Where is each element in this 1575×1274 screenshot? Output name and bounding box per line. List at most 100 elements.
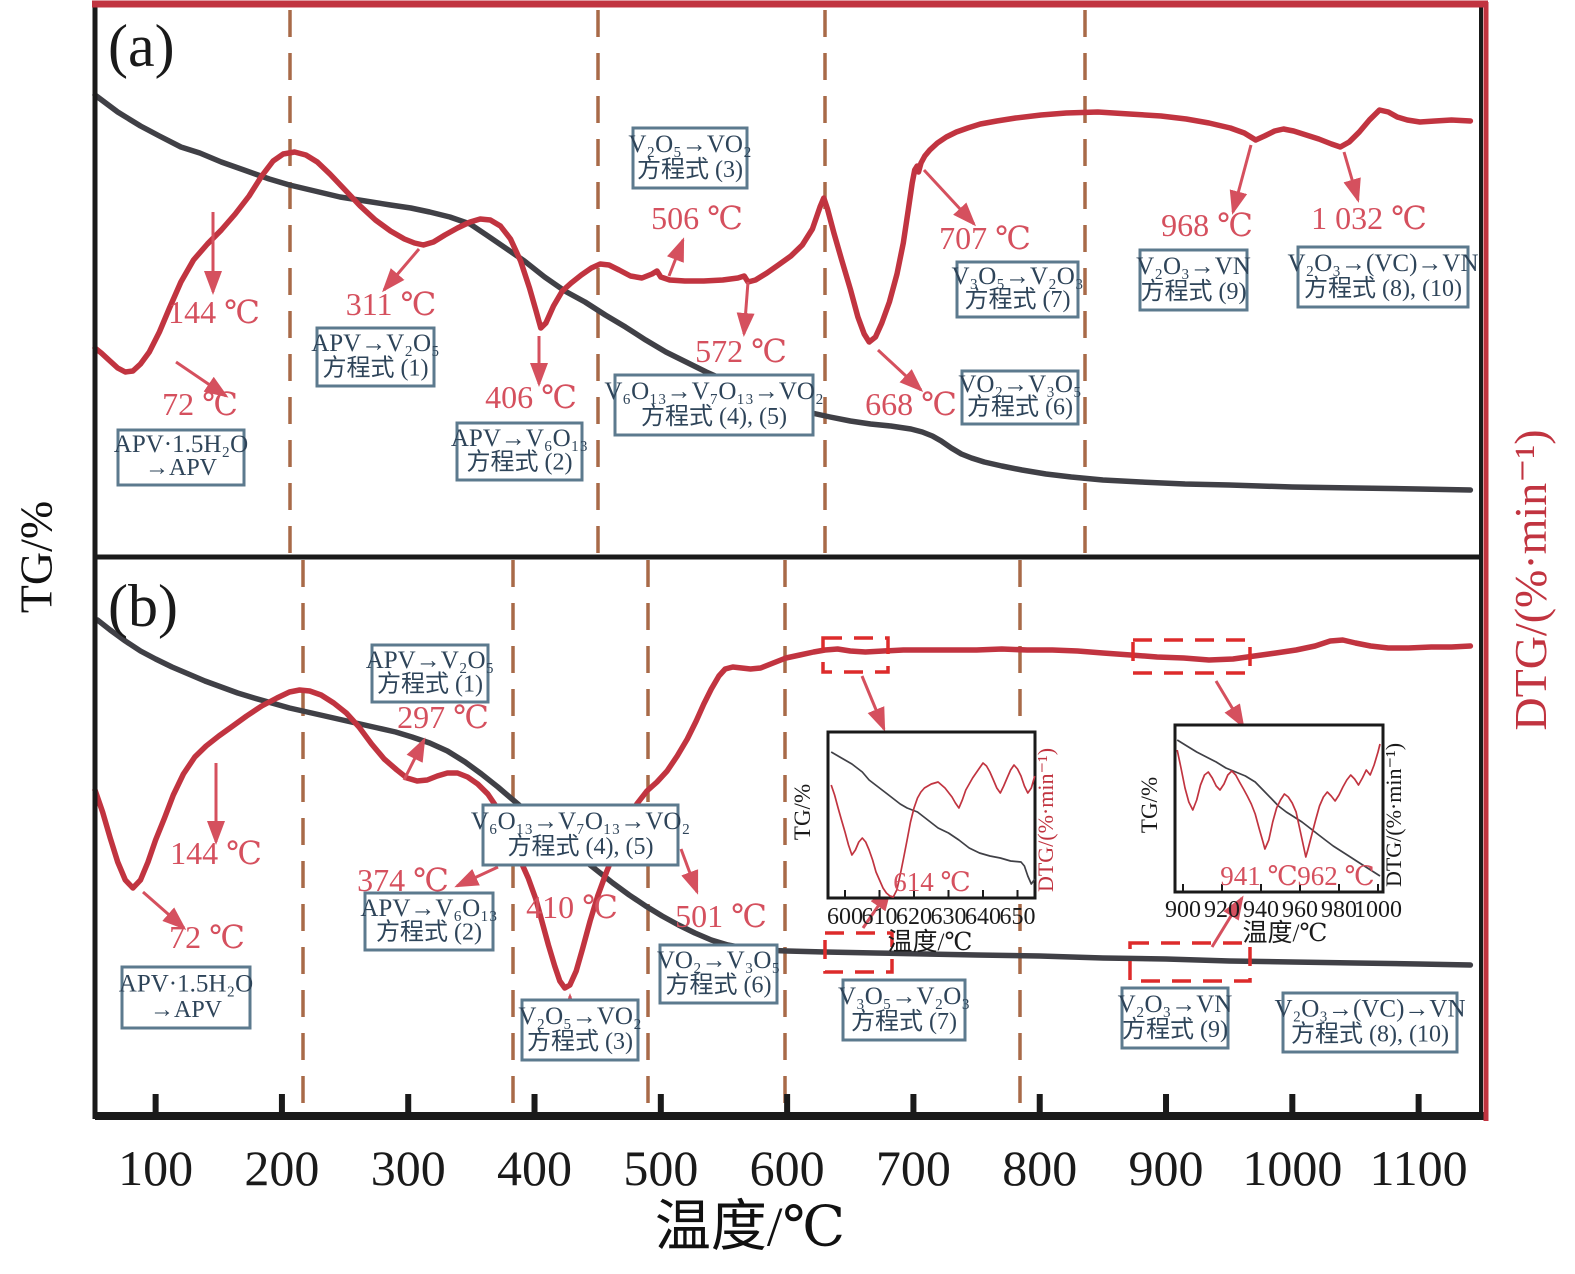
temperature-label-b: 374 ℃ — [357, 862, 449, 898]
temperature-label-a: 707 ℃ — [939, 220, 1031, 256]
annotation-box-frame — [658, 943, 779, 1005]
inset-y-axis-label-dtg: DTG/(%·min⁻¹) — [1033, 748, 1058, 892]
inset-x-tick-label: 940 — [1243, 897, 1279, 923]
inset-y-axis-label-tg: TG/% — [790, 784, 815, 840]
annotation-arrow-a — [175, 360, 229, 398]
inset-x-tick-label: 650 — [1000, 904, 1036, 930]
annotation-box-line2: 方程式 (1) — [323, 355, 429, 382]
temperature-label-b: 501 ℃ — [675, 898, 767, 934]
annotation-box-line2: 方程式 (4), (5) — [641, 403, 787, 430]
tg-curve-a — [92, 92, 1474, 493]
temperature-label-b: 144 ℃ — [170, 835, 262, 871]
zoom-region-dashed-rect — [823, 931, 894, 974]
y-axis-label-tg: TG/% — [10, 500, 62, 614]
annotation-box-line1: V₆O₁₃→V₇O₁₃→VO₂ — [471, 808, 690, 835]
annotation-box-frame — [1296, 245, 1470, 309]
inset-tg-curve-left — [830, 751, 1036, 885]
annotation-box-line1: V₂O₅→VO₂ — [628, 131, 751, 158]
x-axis-tick-label: 500 — [623, 1140, 698, 1196]
annotation-box-frame — [841, 978, 967, 1042]
annotation-box-line1: V₂O₅→VO₂ — [518, 1003, 641, 1030]
annotation-box-line1: V₂O₃→VN — [1136, 253, 1251, 280]
annotation-box-frame — [1281, 991, 1459, 1054]
x-axis-tick-label: 200 — [244, 1140, 319, 1196]
annotation-box-line1: APV·1.5H₂O — [119, 970, 253, 997]
annotation-box-line1: V₂O₃→VN — [1118, 991, 1233, 1018]
annotation-arrow-b — [1214, 680, 1245, 729]
annotation-box-line1: V₂O₃→(VC)→VN — [1274, 996, 1465, 1023]
annotation-box-line1: V₆O₁₃→V₇O₁₃→VO₂ — [604, 378, 823, 405]
inset-x-axis-label: 温度/℃ — [1243, 919, 1328, 947]
x-axis-label: 温度/℃ — [654, 1196, 846, 1259]
annotation-box-line2: 方程式 (2) — [376, 919, 482, 946]
x-axis-tick — [1415, 1094, 1422, 1116]
x-axis-tick-label: 800 — [1002, 1140, 1077, 1196]
annotation-arrow-a — [667, 237, 685, 277]
annotation-box-frame — [370, 643, 490, 704]
x-axis-tick-label: 400 — [497, 1140, 572, 1196]
annotation-arrow-a — [922, 168, 977, 227]
annotation-box-frame — [315, 326, 436, 388]
annotation-box-line2: 方程式 (3) — [527, 1028, 633, 1055]
annotation-box-line1: APV→V₂O₅ — [311, 330, 440, 357]
x-axis-tick-label: 300 — [371, 1140, 446, 1196]
annotation-box-line2: 方程式 (6) — [967, 393, 1073, 420]
annotation-arrow-a — [1342, 151, 1361, 203]
annotation-box-line1: VO₂→V₃O₅ — [657, 947, 780, 974]
zoom-region-dashed-rect — [1131, 638, 1252, 675]
temperature-label-a: 144 ℃ — [168, 294, 260, 330]
annotation-arrow-b — [142, 890, 187, 930]
annotation-box-line2: 方程式 (3) — [637, 156, 743, 183]
inset-x-tick-label: 920 — [1204, 897, 1240, 923]
x-axis-tick — [531, 1094, 538, 1116]
annotation-arrow-a — [1229, 144, 1253, 215]
x-axis-tick — [152, 1094, 159, 1116]
x-axis-tick — [1289, 1094, 1296, 1116]
annotation-box-line2: 方程式 (2) — [467, 449, 573, 476]
annotation-box-frame — [520, 998, 640, 1062]
inset-x-axis-label: 温度/℃ — [888, 928, 973, 956]
annotation-box-frame — [1138, 248, 1249, 312]
annotation-box-line2: 方程式 (7) — [965, 286, 1071, 313]
panel-b-label: (b) — [108, 573, 178, 639]
x-axis-tick — [278, 1094, 285, 1116]
annotation-arrow-b — [402, 737, 426, 781]
annotation-box-line1: APV→V₂O₅ — [366, 647, 495, 674]
panel-a-label: (a) — [108, 13, 175, 79]
inset-peak-temperature-label: 941 ℃ — [1220, 861, 1297, 891]
annotation-box-b: APV·1.5H₂O→APV — [119, 965, 253, 1030]
annotation-box-line1: APV→V₆O₁₃ — [360, 895, 497, 922]
annotation-box-line1: APV·1.5H₂O — [114, 431, 248, 458]
dtg-curve-b — [92, 637, 1474, 991]
x-axis-tick — [1036, 1094, 1043, 1116]
zoom-region-dashed-rect — [1128, 941, 1252, 983]
annotation-box-line2: 方程式 (8), (10) — [1304, 275, 1462, 302]
temperature-label-a: 506 ℃ — [651, 200, 743, 236]
x-axis-tick — [1163, 1094, 1170, 1116]
annotation-box-line2: →APV — [150, 997, 223, 1023]
inset-peak-temperature-label: 614 ℃ — [893, 867, 970, 897]
inset-x-tick-label: 600 — [827, 904, 863, 930]
annotation-box-frame — [1120, 986, 1230, 1050]
inset-dtg-curve-right — [1176, 743, 1381, 858]
x-axis-tick-label: 1100 — [1370, 1140, 1468, 1196]
inset-frame-left — [826, 730, 1037, 900]
annotation-box-line2: 方程式 (6) — [666, 972, 772, 999]
temperature-label-b: 410 ℃ — [526, 889, 618, 925]
annotation-box-line2: 方程式 (1) — [377, 671, 483, 698]
x-axis-tick-label: 600 — [750, 1140, 825, 1196]
inset-peak-temperature-label: 962 ℃ — [1297, 861, 1374, 891]
annotation-box-frame — [631, 126, 749, 190]
temperature-label-a: 668 ℃ — [865, 386, 957, 422]
annotation-arrow-b — [679, 848, 699, 895]
